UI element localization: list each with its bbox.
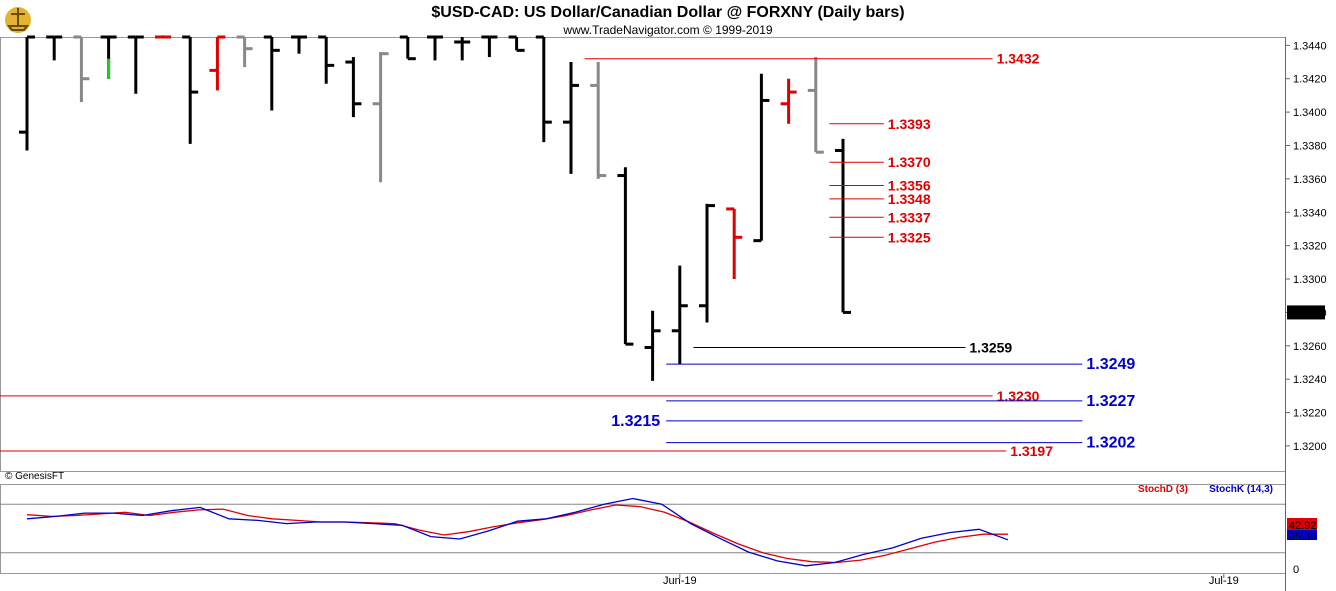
level-label: 1.3197 [1010, 443, 1053, 459]
price-bars [19, 35, 851, 381]
date-axis: Jun-19 Jul-19 [663, 574, 1239, 587]
level-label: 1.3249 [1086, 356, 1135, 373]
chart-title: $USD-CAD: US Dollar/Canadian Dollar @ FO… [431, 4, 904, 21]
trade-navigator-logo [5, 7, 31, 33]
stochk-last-badge [1287, 530, 1317, 540]
level-label: 1.3393 [888, 116, 931, 132]
y-tick-label: 1.3400 [1293, 107, 1327, 119]
level-label: 1.3370 [888, 154, 931, 170]
level-label: 1.3432 [997, 51, 1040, 67]
y-tick-label: 1.3440 [1293, 40, 1327, 52]
stochd-last-label: 42.92 [1289, 520, 1317, 532]
level-label: 1.3227 [1086, 393, 1135, 410]
level-label: 1.3259 [969, 339, 1012, 355]
price-axis: 1.3440 1.3420 1.3400 1.3380 1.3360 1.3340 1.33… [1285, 40, 1327, 453]
y-tick-label: 1.3200 [1293, 441, 1327, 453]
level-label: 1.3230 [997, 388, 1040, 404]
level-label: 1.3325 [888, 229, 931, 245]
level-label: 1.3202 [1086, 435, 1135, 452]
chart-subtitle: www.TradeNavigator.com © 1999-2019 [562, 23, 772, 37]
stoch-y-tick-label: 0 [1293, 564, 1299, 576]
indicator-pane-frame [0, 484, 1286, 574]
y-tick-label: 1.3340 [1293, 207, 1327, 219]
y-tick-label: 1.3360 [1293, 174, 1327, 186]
stochd-legend: StochD (3) [1138, 484, 1188, 495]
y-tick-label: 1.3260 [1293, 341, 1327, 353]
y-tick-label: 1.3320 [1293, 241, 1327, 253]
y-tick-label: 1.3220 [1293, 408, 1327, 420]
stochd-line [26, 504, 1008, 564]
last-price-label: 1.3280 [1290, 307, 1324, 319]
y-tick-label: 1.3380 [1293, 141, 1327, 153]
y-tick-label: 1.3420 [1293, 74, 1327, 86]
x-tick-label: Jun-19 [663, 575, 697, 587]
y-tick-label: 1.3300 [1293, 274, 1327, 286]
y-tick-label: 1.3240 [1293, 374, 1327, 386]
stochk-legend: StochK (14,3) [1209, 484, 1273, 495]
stochk-line [26, 497, 1009, 567]
level-label: 1.3348 [888, 191, 931, 207]
copyright-text: © GenesisFT [5, 471, 64, 482]
x-tick-label: Jul-19 [1209, 575, 1239, 587]
stochd-last-badge [1287, 518, 1317, 532]
level-label: 1.3215 [611, 413, 660, 430]
stochk-last-label: 35.36 [1289, 531, 1317, 543]
level-label: 1.3356 [888, 178, 931, 194]
last-price-badge [1287, 305, 1325, 320]
level-label: 1.3337 [888, 209, 931, 225]
